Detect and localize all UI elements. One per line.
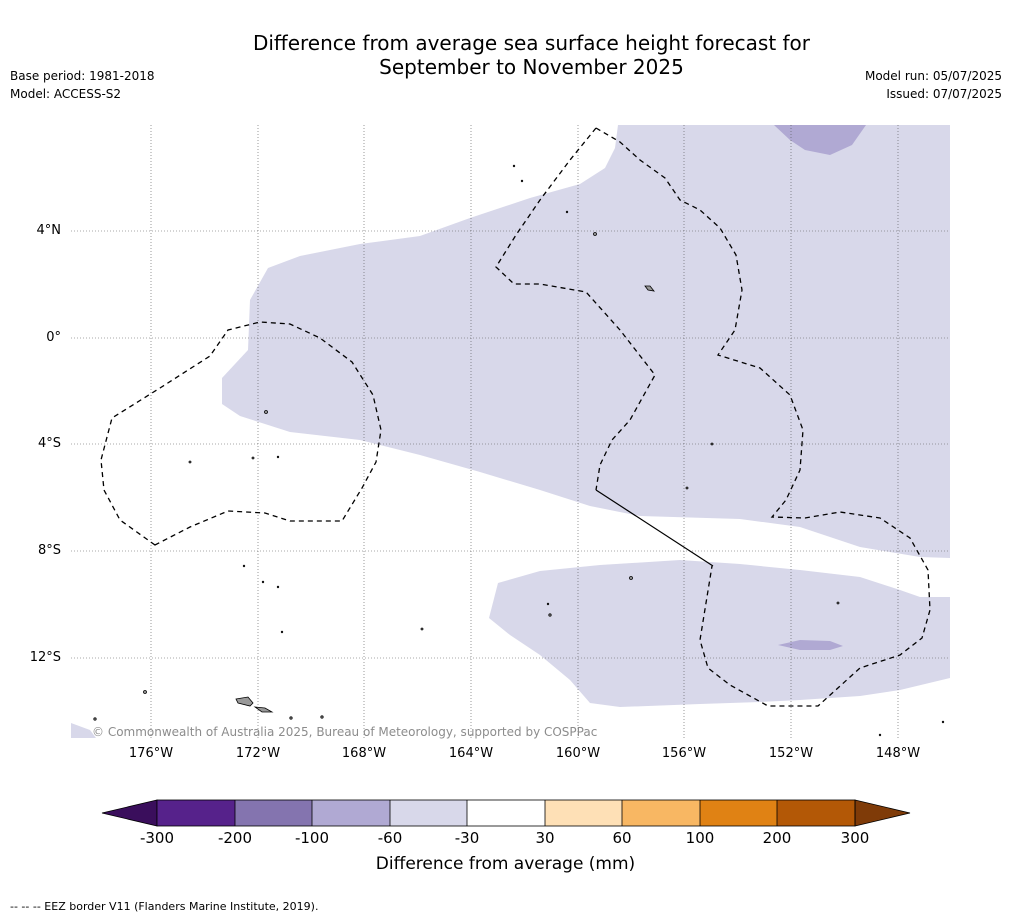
island-dot-12 <box>685 486 689 490</box>
anomaly-fill-medium <box>774 125 866 650</box>
island-dot-19 <box>242 564 246 568</box>
island-dot-4 <box>548 613 552 617</box>
colorbar-segment-7 <box>622 800 700 826</box>
anomaly-fill-light <box>71 125 950 738</box>
island-dot-15 <box>512 164 516 168</box>
lat-label-4n: 4°N <box>36 223 62 238</box>
eez-borders <box>100 127 931 707</box>
colorbar-dividers <box>234 800 778 826</box>
eez-footnote: -- -- -- EEZ border V11 (Flanders Marine… <box>10 900 319 913</box>
island-dot-9 <box>251 456 255 460</box>
southwest-corner-region <box>71 723 96 738</box>
chart-title: Difference from average sea surface heig… <box>200 31 863 79</box>
colorbar-tick-3: -100 <box>294 829 330 847</box>
island-dot-23 <box>546 602 550 606</box>
gridlines <box>71 125 950 738</box>
lat-label-0: 0° <box>46 330 61 345</box>
island-dot-24 <box>878 733 882 737</box>
colorbar-segment-4 <box>390 800 467 826</box>
island-dot-6 <box>93 717 97 721</box>
island-dot-14 <box>836 601 840 605</box>
samoa-island-small <box>253 706 274 713</box>
island-dot-7 <box>289 716 293 720</box>
island-dot-3 <box>629 576 633 580</box>
colorbar-segment-3 <box>312 800 390 826</box>
colorbar <box>101 799 911 827</box>
island-dot-8 <box>320 715 324 719</box>
colorbar-extend-high <box>854 799 911 827</box>
lon-label-148w: 148°W <box>875 746 921 761</box>
model-run: Model run: 05/07/2025 <box>864 69 1002 83</box>
island-dot-5 <box>143 690 147 694</box>
colorbar-segment-5 <box>467 800 545 826</box>
island-dot-17 <box>565 210 569 214</box>
colorbar-segment-2 <box>235 800 312 826</box>
issued-date: Issued: 07/07/2025 <box>886 87 1002 101</box>
colorbar-tick-6: 30 <box>535 829 555 847</box>
island-dot-18 <box>276 455 280 459</box>
lon-label-176w: 176°W <box>128 746 174 761</box>
lon-label-156w: 156°W <box>661 746 707 761</box>
colorbar-segment-8 <box>700 800 777 826</box>
lat-label-12s: 12°S <box>29 650 61 665</box>
island-dot-10 <box>188 460 192 464</box>
lat-label-8s: 8°S <box>37 543 61 558</box>
title-line-2: September to November 2025 <box>379 55 684 79</box>
island-dot-25 <box>941 720 945 724</box>
meta-right: Model run: 05/07/2025 Issued: 07/07/2025 <box>865 67 1002 103</box>
colorbar-tick-9: 200 <box>762 829 792 847</box>
copyright-notice: © Commonwealth of Australia 2025, Bureau… <box>92 725 598 739</box>
colorbar-tick-8: 100 <box>685 829 715 847</box>
north-strong-anomaly <box>774 125 866 155</box>
island-north-1 <box>644 285 655 292</box>
colorbar-segment-9 <box>777 800 855 826</box>
eez-tuvalu-tokelau <box>100 321 382 546</box>
meta-left: Base period: 1981-2018 Model: ACCESS-S2 <box>10 67 155 103</box>
base-period: Base period: 1981-2018 <box>10 69 155 83</box>
lon-label-160w: 160°W <box>555 746 601 761</box>
colorbar-tick-10: 300 <box>840 829 870 847</box>
lon-label-164w: 164°W <box>448 746 494 761</box>
colorbar-frame <box>156 799 856 827</box>
colorbar-tick-2: -200 <box>217 829 253 847</box>
colorbar-title: Difference from average (mm) <box>375 854 636 874</box>
colorbar-extend-low <box>101 799 158 827</box>
island-dot-1 <box>593 232 597 236</box>
island-dot-22 <box>280 630 284 634</box>
colorbar-tick-7: 60 <box>612 829 632 847</box>
colorbar-tick-1: -300 <box>139 829 175 847</box>
south-anomaly-region <box>489 560 950 707</box>
island-dot-20 <box>261 580 265 584</box>
eez-phoenix <box>495 127 656 491</box>
islands <box>93 164 945 737</box>
south-strong-anomaly <box>778 640 843 650</box>
island-dot-11 <box>710 442 714 446</box>
colorbar-tick-4: -60 <box>377 829 403 847</box>
title-line-1: Difference from average sea surface heig… <box>252 31 811 55</box>
samoa-island-large <box>235 696 254 707</box>
model-name: Model: ACCESS-S2 <box>10 87 122 101</box>
eez-kiribati-line <box>595 127 931 707</box>
north-anomaly-region <box>222 125 950 558</box>
island-dot-16 <box>520 179 524 183</box>
lat-label-4s: 4°S <box>37 436 61 451</box>
lon-label-152w: 152°W <box>768 746 814 761</box>
lon-label-168w: 168°W <box>341 746 387 761</box>
eez-border-solid <box>595 489 714 567</box>
colorbar-segment-6 <box>545 800 622 826</box>
colorbar-tick-5: -30 <box>454 829 480 847</box>
island-dot-21 <box>276 585 280 589</box>
island-dot-2 <box>264 410 268 414</box>
island-dot-13 <box>420 627 424 631</box>
lon-label-172w: 172°W <box>235 746 281 761</box>
colorbar-segment-1 <box>157 800 235 826</box>
